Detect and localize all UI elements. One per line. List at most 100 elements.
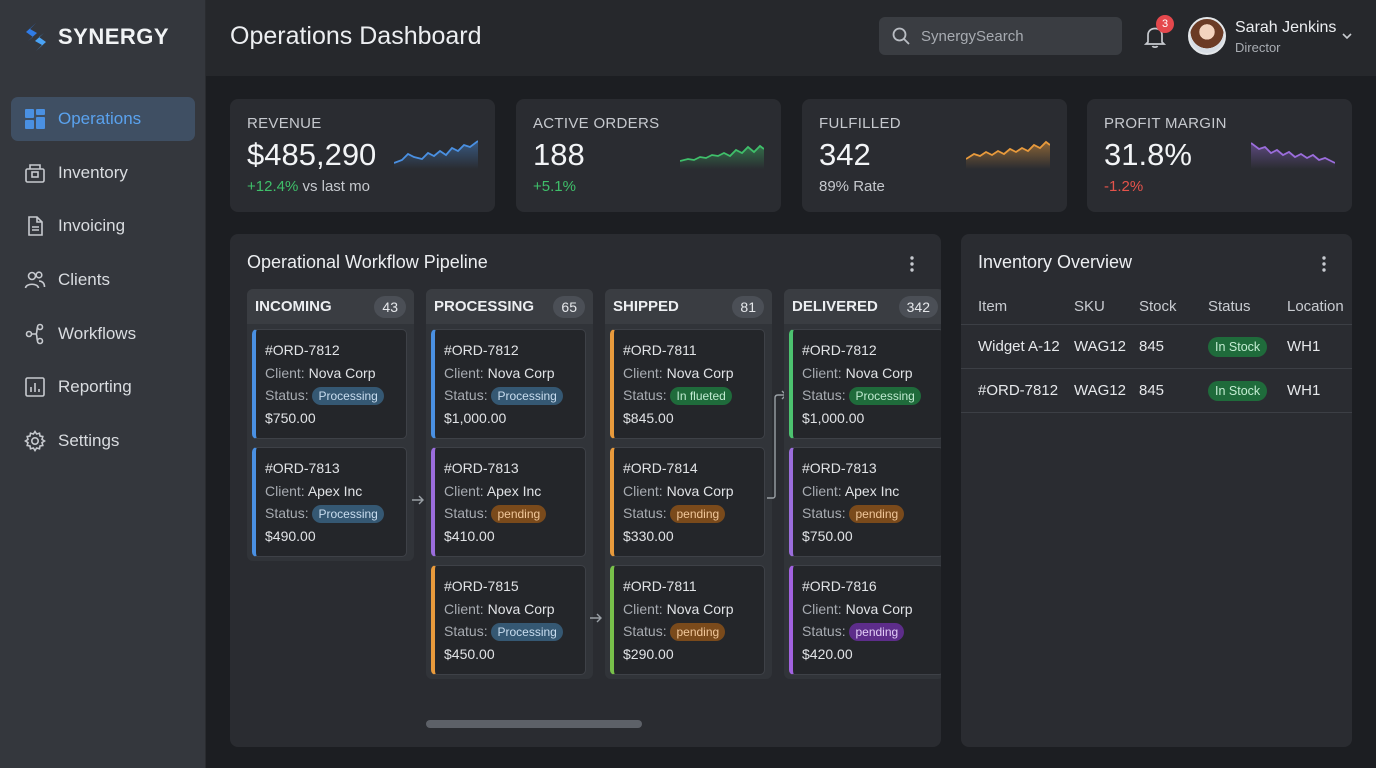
cell-sku: WAG12: [1074, 324, 1139, 369]
order-id: #ORD-7812: [444, 342, 519, 358]
sidebar-item-label: Invoicing: [58, 216, 126, 236]
client-label: Client:: [444, 364, 484, 381]
status-label: Status:: [623, 623, 667, 639]
order-amount: $420.00: [802, 645, 853, 662]
status-label: Status:: [802, 623, 846, 639]
order-card[interactable]: #ORD-7811 Client: Nova Corp Status: pend…: [610, 565, 765, 675]
column-header-location[interactable]: Location: [1287, 289, 1352, 325]
column-name: DELIVERED: [792, 298, 878, 315]
order-amount: $750.00: [802, 527, 853, 544]
column-header-status[interactable]: Status: [1208, 289, 1287, 325]
order-client: Nova Corp: [308, 364, 376, 381]
sidebar-item-reporting[interactable]: Reporting: [11, 365, 195, 409]
more-vertical-icon[interactable]: [902, 254, 922, 274]
client-label: Client:: [802, 600, 842, 617]
sidebar-item-operations[interactable]: Operations: [11, 97, 195, 141]
order-id: #ORD-7816: [802, 578, 877, 594]
sidebar-item-settings[interactable]: Settings: [11, 419, 195, 463]
status-label: Status:: [623, 505, 667, 521]
bell-icon[interactable]: [1142, 24, 1168, 50]
order-amount: $330.00: [623, 527, 674, 544]
order-id: #ORD-7811: [623, 578, 697, 594]
sidebar-item-label: Settings: [58, 431, 120, 451]
order-card[interactable]: #ORD-7813 Client: Apex Inc Status: Proce…: [252, 447, 407, 557]
kpi-active-orders[interactable]: ACTIVE ORDERS 188 +5.1%: [516, 99, 781, 212]
horizontal-scrollbar[interactable]: [426, 720, 642, 728]
kpi-value: $485,290: [247, 137, 377, 172]
search-input[interactable]: [921, 27, 1111, 45]
search-box[interactable]: [879, 17, 1122, 55]
status-badge: Processing: [491, 623, 563, 641]
order-card[interactable]: #ORD-7813 Client: Apex Inc Status: pendi…: [789, 447, 941, 557]
column-header-sku[interactable]: SKU: [1074, 289, 1139, 325]
order-card[interactable]: #ORD-7812 Client: Nova Corp Status: Proc…: [252, 329, 407, 439]
kpi-revenue[interactable]: REVENUE $485,290 +12.4% vs last mo: [230, 99, 495, 212]
status-label: Status:: [444, 387, 488, 403]
order-id: #ORD-7813: [265, 460, 340, 476]
order-id: #ORD-7815: [444, 578, 519, 594]
order-card[interactable]: #ORD-7812 Client: Nova Corp Status: Proc…: [431, 329, 586, 439]
status-badge: pending: [849, 623, 905, 641]
client-label: Client:: [265, 364, 305, 381]
search-icon: [892, 27, 910, 45]
status-badge: pending: [670, 623, 726, 641]
order-card[interactable]: #ORD-7811 Client: Nova Corp Status: In f…: [610, 329, 765, 439]
kpi-profit-margin[interactable]: PROFIT MARGIN 31.8% -1.2%: [1087, 99, 1352, 212]
kpi-label: PROFIT MARGIN: [1104, 115, 1227, 132]
arrow-right-icon: [590, 613, 602, 623]
order-card[interactable]: #ORD-7814 Client: Nova Corp Status: pend…: [610, 447, 765, 557]
brand-name: SYNERGY: [58, 24, 170, 49]
status-badge: pending: [849, 505, 905, 523]
cell-location: WH1: [1287, 324, 1352, 369]
sidebar-item-inventory[interactable]: Inventory: [11, 151, 195, 195]
status-badge: pending: [491, 505, 547, 523]
flow-icon: [25, 323, 44, 345]
user-name: Sarah Jenkins: [1235, 19, 1337, 36]
sidebar-item-label: Reporting: [58, 377, 132, 397]
avatar[interactable]: [1188, 17, 1226, 55]
column-name: SHIPPED: [613, 298, 679, 315]
table-row[interactable]: #ORD-7812 WAG12 845 In Stock WH1: [961, 368, 1352, 413]
status-label: Status:: [802, 387, 846, 403]
user-role: Director: [1235, 40, 1281, 55]
status-badge: Processing: [312, 387, 384, 405]
order-client: Apex Inc: [844, 482, 900, 499]
order-id: #ORD-7812: [802, 342, 877, 358]
cell-stock: 845: [1139, 368, 1208, 413]
status-badge: Processing: [849, 387, 921, 405]
workflow-pipeline-panel: Operational Workflow Pipeline INCOMING 43…: [230, 234, 941, 747]
order-card[interactable]: #ORD-7813 Client: Apex Inc Status: pendi…: [431, 447, 586, 557]
order-card[interactable]: #ORD-7816 Client: Nova Corp Status: pend…: [789, 565, 941, 675]
column-name: INCOMING: [255, 298, 332, 315]
brand[interactable]: SYNERGY: [22, 20, 169, 54]
cell-item: Widget A-12: [961, 324, 1074, 369]
arrow-right-icon: [412, 495, 424, 505]
sparkline-fulfilled: [966, 140, 1050, 169]
status-badge: In Stock: [1208, 336, 1268, 357]
sparkline-profit-margin: [1251, 142, 1335, 169]
cell-location: WH1: [1287, 368, 1352, 413]
column-header-stock[interactable]: Stock: [1139, 289, 1208, 325]
notification-badge: 3: [1156, 15, 1174, 33]
order-id: #ORD-7811: [623, 342, 697, 358]
order-amount: $290.00: [623, 645, 674, 662]
chevron-down-icon[interactable]: [1340, 29, 1354, 43]
kpi-label: ACTIVE ORDERS: [533, 115, 660, 132]
kpi-label: FULFILLED: [819, 115, 901, 132]
sidebar: SYNERGY Operations Inventory Invoicing C…: [0, 0, 206, 768]
kpi-fulfilled[interactable]: FULFILLED 342 89% Rate: [802, 99, 1067, 212]
table-row[interactable]: Widget A-12 WAG12 845 In Stock WH1: [961, 324, 1352, 369]
grid-icon: [25, 109, 45, 129]
order-id: #ORD-7814: [623, 460, 698, 476]
sidebar-item-workflows[interactable]: Workflows: [11, 312, 195, 356]
sidebar-item-clients[interactable]: Clients: [11, 258, 195, 302]
order-card[interactable]: #ORD-7812 Client: Nova Corp Status: Proc…: [789, 329, 941, 439]
column-header-item[interactable]: Item: [961, 289, 1074, 325]
sidebar-item-invoicing[interactable]: Invoicing: [11, 204, 195, 248]
sparkline-revenue: [394, 140, 478, 169]
more-vertical-icon[interactable]: [1314, 254, 1334, 274]
order-amount: $750.00: [265, 409, 316, 426]
status-badge: pending: [670, 505, 726, 523]
order-card[interactable]: #ORD-7815 Client: Nova Corp Status: Proc…: [431, 565, 586, 675]
order-amount: $1,000.00: [444, 409, 507, 426]
